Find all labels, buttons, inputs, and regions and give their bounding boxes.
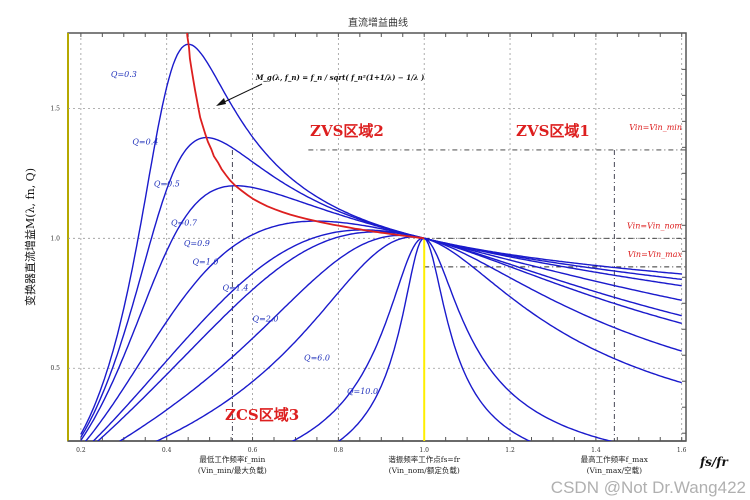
- q-label: Q=0.7: [171, 218, 198, 227]
- gain-curve: [118, 234, 682, 441]
- q-label: Q=0.5: [154, 179, 180, 188]
- region-label: ZVS区域2: [310, 122, 384, 140]
- x-tick-label: 1.2: [505, 447, 515, 454]
- x-tick-label: 0.2: [76, 447, 86, 454]
- q-label: Q=0.9: [184, 239, 210, 248]
- watermark: CSDN @Not Dr.Wang422: [550, 478, 746, 497]
- zvs-zcs-boundary: [186, 33, 425, 240]
- chart-title: 直流增益曲线: [348, 16, 408, 29]
- arrow-head: [216, 98, 226, 106]
- x-tick-label: 1.4: [591, 447, 601, 454]
- x-tick-label: 1.0: [419, 447, 429, 454]
- voltage-label: Vin=Vin_max: [628, 250, 683, 259]
- frequency-label: 谐振频率工作点fs=fr: [388, 454, 460, 464]
- y-tick-label: 1.0: [50, 235, 60, 242]
- gain-curve: [92, 229, 682, 441]
- x-tick-label: 0.4: [162, 447, 172, 454]
- q-label: Q=6.0: [304, 353, 330, 362]
- frequency-label: 最低工作频率f_min: [199, 454, 265, 464]
- voltage-label: Vin=Vin_nom: [627, 221, 682, 230]
- q-label: Q=0.4: [132, 138, 158, 147]
- formula: M_g(λ, f_n) = f_n / sqrt( f_n²(1+1/λ) − …: [255, 73, 425, 82]
- x-tick-label: 0.6: [248, 447, 258, 454]
- q-label: Q=1.4: [223, 283, 249, 292]
- plot-frame: [67, 32, 687, 442]
- gain-curve: [155, 236, 682, 441]
- y-axis-label: 变换器直流增益M(λ, fn, Q): [23, 168, 37, 306]
- region-label: ZVS区域1: [516, 122, 590, 140]
- x-axis-label: fs/fr: [699, 455, 729, 469]
- x-tick-label: 0.8: [334, 447, 344, 454]
- gain-curve: [291, 237, 613, 441]
- frequency-sublabel: (Vin_nom/额定负载): [389, 465, 460, 475]
- q-label: Q=1.0: [192, 257, 218, 266]
- gain-curve: [80, 185, 682, 441]
- region-label: ZCS区域3: [225, 406, 299, 424]
- y-tick-label: 0.5: [50, 365, 60, 372]
- x-tick-label: 1.6: [677, 447, 687, 454]
- q-label: Q=2.0: [253, 314, 279, 323]
- q-label: Q=0.3: [111, 70, 137, 79]
- q-label: Q=10.0: [347, 387, 378, 396]
- frequency-label: 最高工作频率f_max: [581, 454, 649, 464]
- gain-curve: [84, 220, 682, 441]
- gain-curve: [337, 237, 532, 441]
- frequency-sublabel: (Vin_max/空载): [587, 465, 643, 475]
- voltage-label: Vin=Vin_min: [629, 123, 682, 132]
- frequency-sublabel: (Vin_min/最大负载): [198, 465, 267, 475]
- curves: [80, 33, 682, 441]
- formula-arrow: [219, 83, 263, 105]
- y-tick-label: 1.5: [50, 105, 60, 112]
